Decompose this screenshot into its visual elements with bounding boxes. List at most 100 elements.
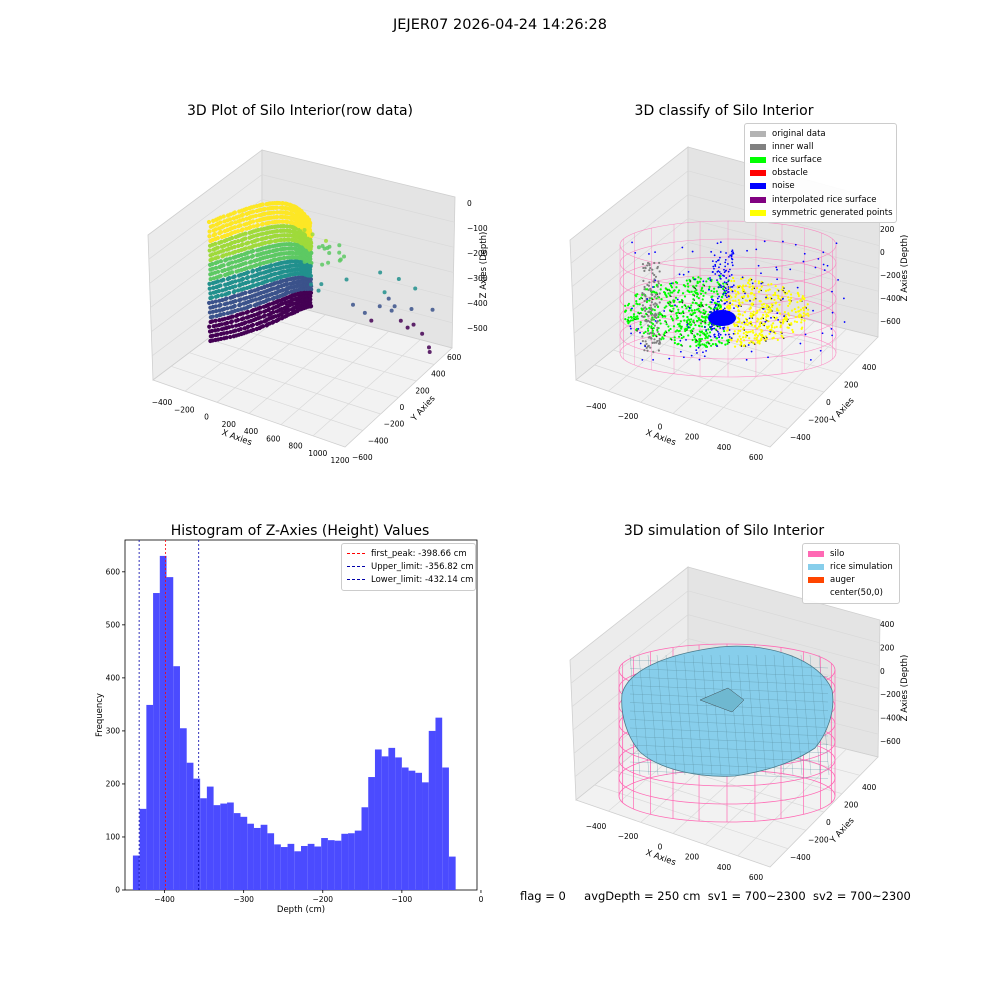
data-point [641,262,645,266]
data-point [639,331,641,334]
data-point [686,282,689,285]
data-point [777,295,780,298]
gridline [572,218,880,311]
data-point [651,329,654,332]
legend-swatch [750,183,766,190]
data-point [706,336,709,339]
data-point [683,295,687,298]
legend-entry-silo: silo [808,547,894,560]
data-point [650,301,653,304]
data-point [646,324,650,327]
data-point [796,291,799,294]
data-point [215,245,220,250]
data-point [753,313,756,316]
data-point [717,304,719,306]
data-point [267,220,272,225]
data-point [240,212,245,217]
auger-dip [699,687,745,713]
data-point [723,326,726,329]
data-point [649,331,652,335]
data-point [714,342,717,346]
data-point [819,349,822,352]
data-point [685,305,687,307]
data-point [319,282,324,287]
data-point [771,310,773,312]
data-point [656,326,659,329]
data-point [651,272,654,275]
y-axis-label: Frequency [95,693,105,737]
data-point [710,325,713,328]
data-point [753,293,756,296]
data-point [727,286,730,288]
data-point [674,330,677,333]
data-point [646,298,649,300]
x-tick-label: 600 [749,873,764,882]
data-point [309,250,314,256]
data-point [689,329,692,333]
data-point [725,300,728,303]
gridline [573,241,879,334]
data-point [716,293,719,296]
data-point [245,270,251,275]
gridline [148,174,455,260]
data-point [209,328,215,334]
data-point [246,280,251,285]
data-point [809,358,812,361]
legend-entry-rice-surface: rice surface [750,153,891,166]
data-point [767,308,770,311]
data-point [698,330,701,333]
data-point [702,294,705,298]
data-point [753,325,757,328]
data-point [260,221,265,227]
y-tick-label: 400 [106,673,121,682]
data-point [738,301,741,304]
x-tick-label: −400 [152,398,173,407]
data-point [227,217,233,222]
data-point [243,290,248,295]
x-tick-label: 400 [717,863,732,872]
data-point [790,323,793,326]
data-point [243,246,248,251]
gridline [570,590,880,684]
data-point [658,270,661,273]
data-point [731,261,733,264]
data-point [724,287,727,290]
data-point [677,335,681,338]
data-point [322,246,327,251]
data-point [804,333,807,336]
data-point [701,286,704,290]
data-point [724,294,727,297]
data-point [735,293,738,296]
data-point [654,320,657,322]
data-point [308,297,313,302]
x-tick-label: 400 [244,427,259,436]
data-point [695,319,699,322]
data-point [277,200,282,206]
data-point [694,287,697,290]
data-point [697,346,700,349]
data-point [763,324,765,327]
y-tick-label: 0 [826,398,831,407]
data-point [728,341,730,344]
data-point [285,219,290,225]
data-point [737,320,740,324]
histogram-bar [334,840,342,890]
data-point [696,293,700,296]
z-tick-label: −300 [467,274,488,283]
data-point [731,303,734,306]
data-point [651,318,654,321]
data-point [250,248,256,254]
data-point [732,284,735,287]
data-point [781,332,783,335]
data-point [624,318,627,321]
data-point [792,330,795,334]
data-point [672,300,676,304]
data-point [740,342,743,346]
data-point [776,268,778,271]
histogram-bar [247,823,254,890]
y-tick-label: 200 [106,779,121,788]
surface-mesh [737,654,749,776]
data-point [757,264,760,267]
data-point [677,291,680,294]
data-point [641,358,644,361]
